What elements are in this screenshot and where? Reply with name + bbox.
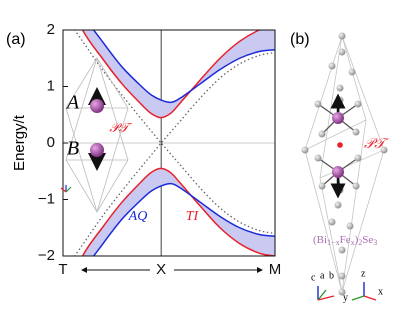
x-tick-label: X	[156, 261, 166, 278]
y-tick-label: −2	[38, 247, 55, 264]
band-line	[73, 30, 275, 235]
y-tick-label: 0	[47, 134, 55, 151]
structure-axes	[317, 282, 377, 301]
band-line	[92, 30, 275, 104]
formula-subscript: x	[351, 238, 355, 247]
plot-frame	[62, 29, 276, 257]
axis-letter: c	[311, 272, 316, 283]
plot-area: −2 −1 0 1 2 T X M AQ TI	[38, 21, 282, 278]
axis-letter: y	[343, 292, 348, 303]
inset-cell	[65, 57, 129, 213]
y-tick-label: 1	[47, 77, 55, 94]
panel-label: (a)	[6, 31, 26, 48]
inset-atoms	[88, 87, 106, 171]
formula-part: Se	[362, 234, 373, 246]
band-line	[81, 167, 275, 256]
crystal-atoms	[301, 32, 388, 296]
crystal-bonds	[317, 99, 359, 191]
series-label: TI	[186, 209, 200, 224]
magnetic-atoms	[330, 93, 346, 199]
axis-letter: b	[329, 270, 334, 281]
band-line	[92, 182, 275, 256]
crystal-cell	[304, 34, 385, 294]
y-axis-title: Energy/t	[11, 114, 28, 171]
axis-letter: z	[361, 268, 366, 279]
y-tick-label: 2	[47, 21, 55, 38]
band-shade	[82, 168, 275, 256]
axis-letter: x	[378, 286, 383, 297]
inset-axes	[60, 185, 72, 193]
series-label: AQ	[128, 209, 148, 224]
band-line	[73, 51, 275, 256]
x-tick-label: M	[269, 261, 282, 278]
formula-subscript: 2	[358, 238, 362, 247]
atom-label: A	[65, 92, 80, 114]
band-line	[81, 30, 262, 119]
panel-label: (b)	[290, 31, 310, 48]
symmetry-label: 𝒫𝒯	[109, 120, 132, 135]
plot-clip	[73, 30, 275, 256]
formula: (Bi1−xFex)2Se3	[313, 234, 377, 247]
formula-part: Fe	[340, 234, 351, 246]
y-tick-label: −1	[38, 190, 55, 207]
formula-subscript: 3	[373, 238, 377, 247]
atom-label: B	[67, 138, 79, 160]
symmetry-label: 𝒫𝒯	[364, 137, 389, 152]
x-tick-label: T	[58, 261, 67, 278]
formula-part: )	[355, 234, 359, 246]
formula-part: (Bi	[313, 234, 327, 246]
axis-letter: a	[320, 270, 325, 281]
formula-subscript: 1−x	[327, 238, 340, 247]
